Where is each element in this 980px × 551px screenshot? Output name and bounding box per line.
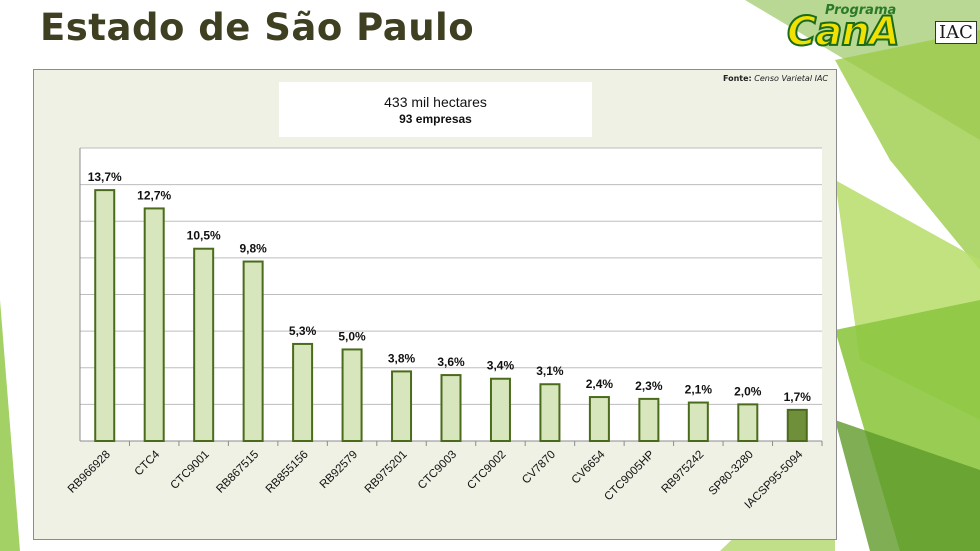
bar bbox=[94, 189, 116, 443]
data-label: 5,3% bbox=[289, 324, 317, 338]
bar bbox=[737, 403, 759, 442]
data-label: 3,8% bbox=[388, 351, 416, 365]
source-text: Censo Varietal IAC bbox=[754, 74, 828, 83]
bar bbox=[242, 260, 264, 442]
bar bbox=[391, 370, 413, 443]
data-label: 2,1% bbox=[685, 383, 713, 397]
logo-cana-text: CanA bbox=[786, 8, 901, 56]
data-label: 9,8% bbox=[239, 242, 267, 256]
summary-box: 433 mil hectares 93 empresas bbox=[279, 82, 592, 137]
category-label: RB855156 bbox=[264, 449, 311, 496]
category-label: CV6654 bbox=[570, 448, 608, 486]
bar bbox=[440, 374, 462, 443]
data-label: 3,4% bbox=[487, 359, 515, 373]
category-label: RB966928 bbox=[66, 449, 113, 496]
source-note: Fonte: Censo Varietal IAC bbox=[723, 74, 828, 83]
category-label: RB867515 bbox=[214, 449, 261, 496]
bar bbox=[193, 247, 215, 442]
data-label: 2,4% bbox=[586, 377, 614, 391]
source-label: Fonte: bbox=[722, 74, 752, 83]
category-label: CTC9002 bbox=[465, 449, 508, 492]
bar bbox=[687, 401, 709, 443]
data-label: 1,7% bbox=[784, 390, 812, 404]
bar bbox=[489, 377, 511, 442]
empresas-text: 93 empresas bbox=[399, 112, 472, 126]
data-label: 13,7% bbox=[88, 170, 122, 184]
hectares-text: 433 mil hectares bbox=[384, 94, 487, 110]
category-label: CTC9001 bbox=[168, 449, 211, 492]
slide-title: Estado de São Paulo bbox=[40, 6, 475, 49]
data-label: 12,7% bbox=[137, 188, 171, 202]
data-label: 5,0% bbox=[338, 329, 366, 343]
data-label: 10,5% bbox=[187, 229, 221, 243]
bar bbox=[638, 397, 660, 443]
category-label: CTC9005HP bbox=[602, 448, 657, 503]
logo-iac-text: IAC bbox=[935, 21, 977, 44]
data-label: 3,6% bbox=[437, 355, 465, 369]
bar bbox=[539, 383, 561, 443]
category-label: RB975242 bbox=[660, 449, 707, 496]
category-label: CV7870 bbox=[520, 449, 558, 487]
category-label: SP80-3280 bbox=[707, 449, 756, 498]
category-label: RB92579 bbox=[318, 449, 360, 491]
logo-programa-text: Programa bbox=[825, 3, 897, 18]
category-label: CTC4 bbox=[133, 448, 163, 478]
category-label: CTC9003 bbox=[416, 449, 459, 492]
data-label: 2,0% bbox=[734, 384, 762, 398]
programa-cana-iac-logo: Programa CanA IAC bbox=[783, 3, 977, 56]
category-label: RB975201 bbox=[363, 449, 410, 496]
bar bbox=[786, 408, 808, 442]
chart-panel: 13,7% RB966928 12,7% CTC4 10,5% CTC9001 9,8% RB… bbox=[33, 69, 837, 540]
bar-chart: 13,7% RB966928 12,7% CTC4 10,5% CTC9001 9,8% RB… bbox=[66, 147, 823, 511]
bar bbox=[588, 396, 610, 442]
bar bbox=[292, 342, 314, 443]
bar bbox=[143, 207, 165, 442]
data-label: 2,3% bbox=[635, 379, 663, 393]
data-label: 3,1% bbox=[536, 364, 564, 378]
bar bbox=[341, 348, 363, 442]
